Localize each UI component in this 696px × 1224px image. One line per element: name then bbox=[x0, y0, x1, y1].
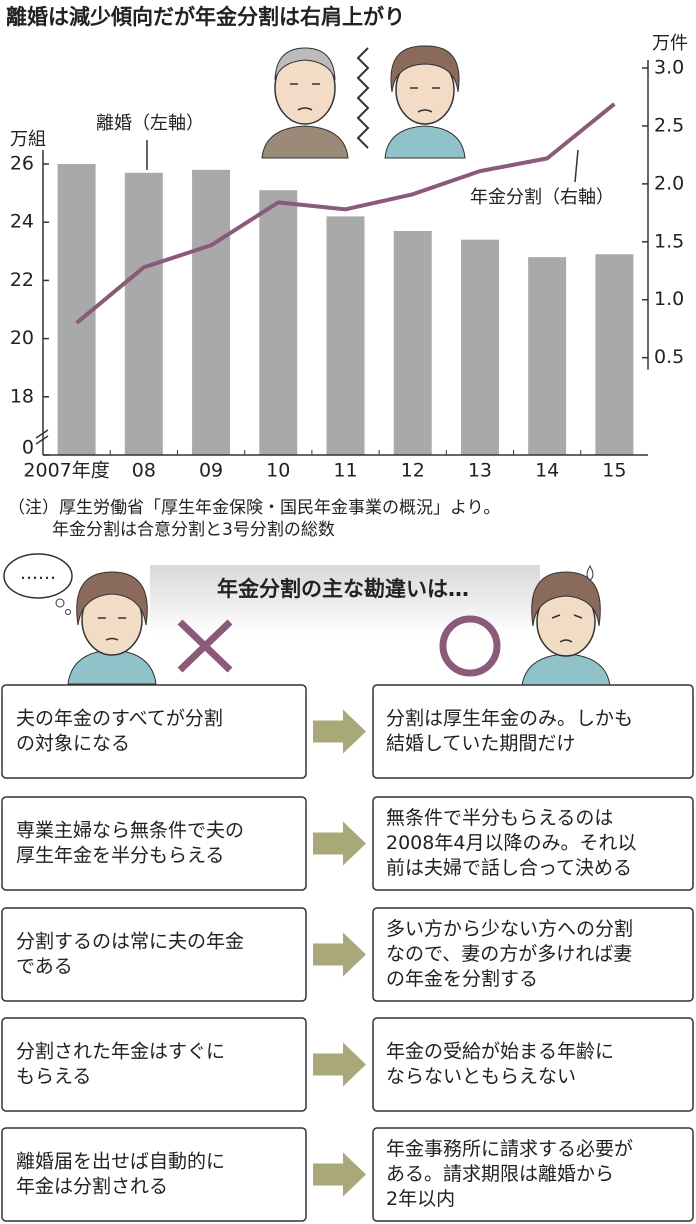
speech-bubble bbox=[3, 553, 73, 615]
myth-text: の対象になる bbox=[16, 733, 130, 755]
myth-text: 分割された年金はすぐに bbox=[16, 1041, 225, 1063]
man-illustration bbox=[261, 47, 349, 159]
myth-text: 夫の年金のすべてが分割 bbox=[16, 708, 223, 730]
x-tick-label: 11 bbox=[333, 460, 357, 482]
line-series-label: 年金分割（右軸） bbox=[470, 187, 614, 208]
arrow bbox=[313, 1152, 366, 1197]
title: 離婚は減少傾向だが年金分割は右肩上がり bbox=[6, 5, 405, 29]
x-tick-label: 12 bbox=[401, 460, 425, 482]
axis-break bbox=[35, 429, 49, 445]
myth-text: 厚生年金を半分もらえる bbox=[16, 845, 224, 867]
zigzag bbox=[356, 47, 370, 149]
arrow bbox=[313, 932, 366, 977]
x-tick-label: 2007年度 bbox=[23, 460, 109, 482]
fact-text: 2年以内 bbox=[386, 1188, 455, 1210]
fact-text: ならないともらえない bbox=[386, 1066, 576, 1088]
fact-text: 多い方から少ない方への分割 bbox=[386, 918, 633, 940]
x-tick-label: 13 bbox=[468, 460, 492, 482]
section-heading: 年金分割の主な勘違いは… bbox=[217, 577, 469, 601]
fact-text: の年金を分割する bbox=[386, 968, 538, 990]
line-series bbox=[75, 102, 616, 325]
y-tick-label: 0 bbox=[22, 437, 34, 459]
chart: 0 18 20 22 24 26 3.0 2.5 2.0 1.5 1.0 0.5 2007年度 08 09 1… bbox=[10, 57, 684, 482]
fact-text: 年金の受給が始まる年齢に bbox=[386, 1041, 614, 1063]
x-tick-label: 10 bbox=[266, 460, 290, 482]
fact-box bbox=[372, 1017, 694, 1112]
y-tick-label: 20 bbox=[10, 327, 34, 349]
bar bbox=[326, 216, 365, 455]
bar bbox=[57, 164, 96, 455]
y-axis-unit: 万組 bbox=[10, 129, 46, 150]
myth-text: 年金は分割される bbox=[16, 1176, 168, 1198]
x-tick-label: 08 bbox=[132, 460, 156, 482]
myth-box bbox=[1, 1017, 307, 1112]
arrow bbox=[313, 821, 366, 866]
fact-box bbox=[372, 796, 694, 891]
cross-mark bbox=[177, 619, 233, 673]
y2-tick-label: 3.0 bbox=[654, 57, 684, 79]
myth-text: もらえる bbox=[16, 1066, 91, 1088]
bar bbox=[259, 190, 298, 456]
fact-text: 無条件で半分もらえるのは bbox=[386, 807, 613, 829]
bar-series-label: 離婚（左軸） bbox=[96, 113, 204, 134]
y2-tick-label: 1.5 bbox=[654, 230, 684, 252]
myth-text: 分割するのは常に夫の年金 bbox=[16, 931, 244, 953]
bar bbox=[192, 169, 231, 455]
y-tick-label: 18 bbox=[10, 385, 34, 407]
fact-text: 分割は厚生年金のみ。しかも bbox=[386, 708, 633, 730]
woman-illustration bbox=[384, 45, 466, 159]
fact-box bbox=[372, 1127, 694, 1222]
arrow bbox=[313, 1042, 366, 1087]
fact-box bbox=[372, 907, 694, 1002]
annotation-line bbox=[574, 149, 579, 183]
y2-tick-label: 2.0 bbox=[654, 172, 684, 194]
myth-box bbox=[1, 684, 307, 779]
fact-text: 年金事務所に請求する必要が bbox=[386, 1138, 633, 1160]
heading-band bbox=[150, 565, 540, 635]
fact-text: 結婚していた期間だけ bbox=[386, 733, 575, 755]
myth-text: 専業主婦なら無条件で夫の bbox=[16, 820, 244, 842]
bar bbox=[595, 254, 634, 455]
bar bbox=[124, 172, 163, 455]
arrow bbox=[313, 709, 366, 754]
fact-text: ある。請求期限は離婚から bbox=[386, 1163, 614, 1185]
y-tick-label: 22 bbox=[10, 269, 34, 291]
fact-text: なので、妻の方が多ければ妻 bbox=[386, 943, 632, 965]
woman-thinking bbox=[67, 571, 157, 685]
bar bbox=[528, 257, 567, 455]
note: 年金分割は合意分割と3号分割の総数 bbox=[52, 520, 335, 540]
y-tick-label: 24 bbox=[10, 211, 34, 233]
y2-axis-unit: 万件 bbox=[652, 33, 688, 54]
bar bbox=[393, 230, 432, 455]
myth-box bbox=[1, 907, 307, 1002]
myth-text: である bbox=[16, 956, 73, 978]
myth-text: 離婚届を出せば自動的に bbox=[16, 1151, 225, 1173]
fact-text: 前は夫婦で話し合って決める bbox=[386, 857, 632, 879]
fact-text: 2008年4月以降のみ。それ以 bbox=[386, 832, 636, 854]
note: （注）厚生労働省「厚生年金保険・国民年金事業の概況」より。 bbox=[8, 498, 500, 518]
woman-worried bbox=[521, 565, 611, 687]
x-tick-label: 15 bbox=[602, 460, 626, 482]
y-tick-label: 26 bbox=[10, 153, 34, 175]
bubble-text: …… bbox=[20, 563, 56, 584]
fact-box bbox=[372, 684, 694, 779]
y2-tick-label: 0.5 bbox=[654, 346, 684, 368]
y2-tick-label: 1.0 bbox=[654, 288, 684, 310]
myth-box bbox=[1, 796, 307, 891]
x-tick-label: 09 bbox=[199, 460, 223, 482]
bar bbox=[460, 239, 499, 455]
myth-box bbox=[1, 1127, 307, 1222]
y2-tick-label: 2.5 bbox=[654, 114, 684, 136]
x-tick-label: 14 bbox=[535, 460, 559, 482]
circle-mark bbox=[439, 615, 501, 677]
